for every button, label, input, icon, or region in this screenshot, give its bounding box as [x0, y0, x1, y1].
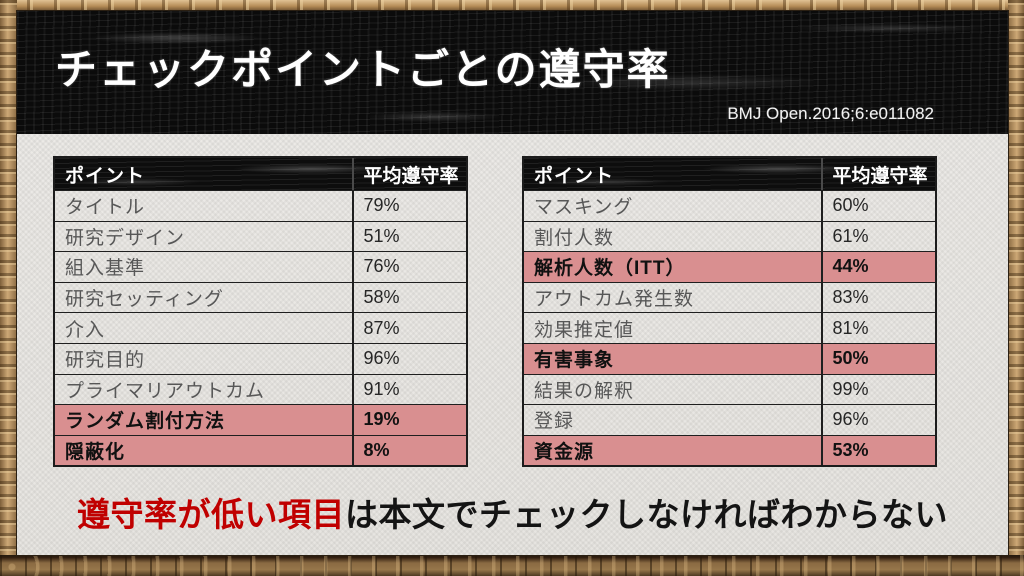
point-label-cell: プライマリアウトカム — [65, 380, 266, 402]
point-label-cell: ランダム割付方法 — [65, 411, 226, 433]
point-label-cell: 有害事象 — [534, 350, 615, 372]
compliance-table-right: ポイント 平均遵守率 マスキング 60% 割付人数 61% 解析人数（ITT） 44% アウトカ… — [522, 156, 937, 468]
table-row: 登録 96% — [524, 404, 935, 435]
frame-left-edge — [0, 0, 17, 576]
conclusion-rest-text: は本文でチェックしなければわからない — [345, 496, 948, 533]
table-row: 結果の解釈 99% — [524, 373, 935, 405]
point-label-cell: 研究セッティング — [65, 289, 224, 311]
rate-value-cell: 96% — [351, 343, 466, 374]
slide-canvas: チェックポイントごとの遵守率 BMJ Open.2016;6:e011082 ポ… — [16, 10, 1009, 556]
table-row: 組入基準 76% — [55, 251, 466, 282]
table-header-row: ポイント 平均遵守率 — [55, 158, 466, 190]
table-row: 研究セッティング 58% — [55, 281, 466, 313]
rate-value-cell: 87% — [351, 313, 466, 343]
rate-value-cell: 99% — [820, 374, 935, 405]
rate-value-cell: 61% — [820, 221, 935, 252]
table-row: 研究デザイン 51% — [55, 220, 466, 252]
rate-value-cell: 58% — [351, 282, 466, 313]
column-header-point: ポイント — [65, 165, 146, 187]
point-label-cell: 隠蔽化 — [65, 442, 126, 464]
citation-reference: BMJ Open.2016;6:e011082 — [727, 104, 934, 123]
point-label-cell: タイトル — [65, 197, 146, 219]
rate-value-cell: 83% — [820, 282, 935, 313]
column-header-rate: 平均遵守率 — [820, 158, 935, 190]
table-row: ランダム割付方法 19% — [55, 404, 466, 435]
table-row: 資金源 53% — [524, 434, 935, 466]
point-label-cell: 組入基準 — [65, 258, 146, 280]
point-label-cell: 効果推定値 — [534, 319, 635, 341]
point-label-cell: 割付人数 — [534, 227, 615, 249]
table-row: 効果推定値 81% — [524, 312, 935, 343]
rate-value-cell: 79% — [351, 191, 466, 221]
page-title: チェックポイントごとの遵守率 — [55, 46, 671, 93]
rate-value-cell: 60% — [820, 191, 935, 221]
rate-value-cell: 91% — [351, 374, 466, 405]
point-label-cell: 資金源 — [534, 442, 595, 464]
column-header-rate: 平均遵守率 — [351, 158, 466, 190]
frame-top-edge — [0, 0, 1024, 11]
title-band: チェックポイントごとの遵守率 BMJ Open.2016;6:e011082 — [17, 11, 1008, 134]
rate-value-cell: 8% — [351, 435, 466, 466]
table-row: 研究目的 96% — [55, 342, 466, 374]
table-row: アウトカム発生数 83% — [524, 281, 935, 313]
table-row: マスキング 60% — [524, 190, 935, 221]
rate-value-cell: 51% — [351, 221, 466, 252]
point-label-cell: 結果の解釈 — [534, 380, 635, 402]
conclusion-text: 遵守率が低い項目は本文でチェックしなければわからない — [17, 488, 1008, 536]
compliance-table-left: ポイント 平均遵守率 タイトル 79% 研究デザイン 51% 組入基準 76% 研究セッティング… — [53, 156, 468, 468]
point-label-cell: 研究デザイン — [65, 227, 186, 249]
rate-value-cell: 50% — [820, 343, 935, 374]
table-row: タイトル 79% — [55, 190, 466, 221]
table-row: 割付人数 61% — [524, 220, 935, 252]
point-label-cell: マスキング — [534, 197, 634, 219]
rate-value-cell: 44% — [820, 252, 935, 282]
table-row: 介入 87% — [55, 312, 466, 343]
point-label-cell: アウトカム発生数 — [534, 289, 695, 311]
point-label-cell: 解析人数（ITT） — [534, 258, 686, 280]
rate-value-cell: 76% — [351, 252, 466, 282]
frame-bottom-edge — [0, 555, 1024, 576]
column-header-point: ポイント — [534, 165, 615, 187]
rate-value-cell: 53% — [820, 435, 935, 466]
frame-right-edge — [1008, 0, 1024, 576]
rate-value-cell: 19% — [351, 405, 466, 435]
rate-value-cell: 96% — [820, 405, 935, 435]
table-row: 隠蔽化 8% — [55, 434, 466, 466]
table-row: 有害事象 50% — [524, 342, 935, 374]
point-label-cell: 登録 — [534, 411, 575, 433]
point-label-cell: 研究目的 — [65, 350, 146, 372]
table-header-row: ポイント 平均遵守率 — [524, 158, 935, 190]
table-row: 解析人数（ITT） 44% — [524, 251, 935, 282]
table-row: プライマリアウトカム 91% — [55, 373, 466, 405]
conclusion-highlight-text: 遵守率が低い項目 — [77, 496, 345, 533]
point-label-cell: 介入 — [65, 319, 106, 341]
rate-value-cell: 81% — [820, 313, 935, 343]
